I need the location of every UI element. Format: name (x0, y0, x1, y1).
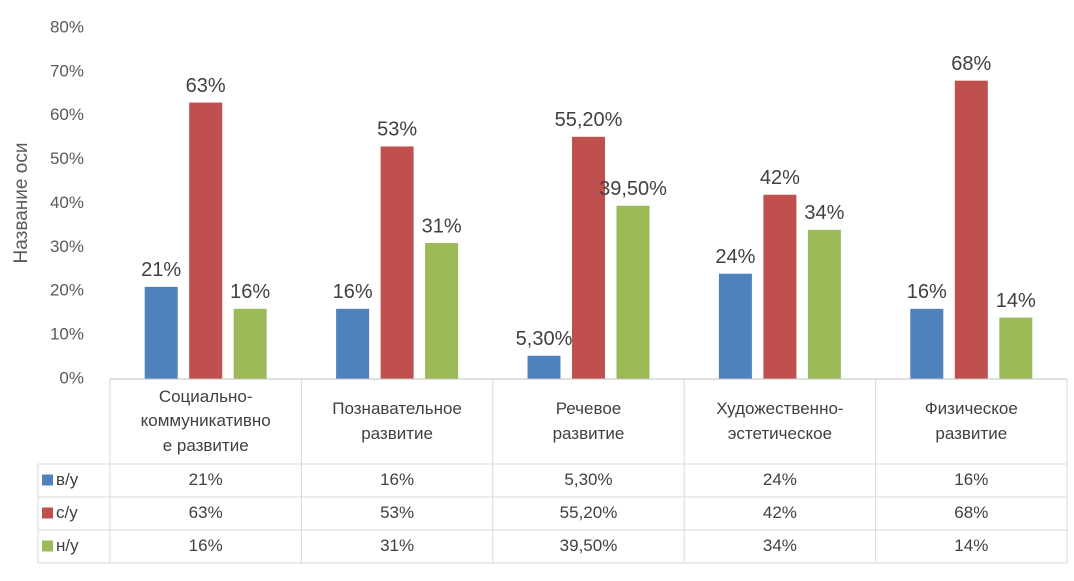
value-label: 5,30% (516, 328, 573, 350)
value-label: 24% (715, 246, 755, 268)
x-tick-label: Социально- коммуникативно е развитие (140, 386, 271, 455)
table-cell: 53% (380, 503, 414, 522)
table-cell: 42% (763, 503, 797, 522)
table-cell: 68% (954, 503, 988, 522)
legend-label: н/у (56, 536, 79, 555)
table-cell: 5,30% (564, 470, 612, 489)
bar (572, 136, 605, 379)
bar (380, 146, 414, 379)
bar (718, 273, 752, 379)
value-label: 53% (377, 119, 417, 141)
value-label: 16% (230, 281, 270, 303)
value-label: 34% (804, 202, 844, 224)
table-cell: 14% (954, 536, 988, 555)
value-label: 68% (951, 53, 991, 75)
x-tick-label: Художественно- эстетическое (716, 398, 844, 443)
y-tick-label: 10% (50, 325, 84, 344)
value-label: 55,20% (555, 109, 623, 131)
x-tick-label: Физическое развитие (924, 398, 1018, 443)
legend-key (42, 474, 53, 486)
bar (616, 205, 650, 379)
bar (763, 194, 797, 379)
table-cell: 24% (763, 470, 797, 489)
y-tick-label: 30% (50, 237, 84, 256)
x-tick-label: Познавательное развитие (332, 398, 462, 443)
bar (527, 355, 561, 379)
y-tick-label: 60% (50, 105, 84, 124)
legend-key (42, 540, 53, 552)
table-cell: 55,20% (560, 503, 618, 522)
x-tick-label: Речевое развитие (552, 398, 625, 443)
legend-key (42, 507, 53, 519)
bar (807, 229, 841, 379)
bar (425, 242, 459, 379)
table-cell: 21% (189, 470, 223, 489)
y-tick-label: 70% (50, 61, 84, 80)
table-cell: 16% (380, 470, 414, 489)
table-cell: 39,50% (560, 536, 618, 555)
y-tick-label: 0% (59, 368, 84, 387)
bar (336, 308, 370, 379)
table-cell: 63% (189, 503, 223, 522)
y-tick-label: 80% (50, 17, 84, 36)
bar (144, 286, 178, 379)
bar (954, 80, 988, 380)
value-label: 31% (422, 215, 462, 237)
bar (233, 308, 267, 379)
table-cell: 34% (763, 536, 797, 555)
value-label: 16% (333, 281, 373, 303)
value-label: 63% (186, 75, 226, 97)
y-tick-label: 50% (50, 149, 84, 168)
table-cell: 31% (380, 536, 414, 555)
table-cell: 16% (189, 536, 223, 555)
bar (999, 317, 1033, 379)
value-label: 14% (996, 290, 1036, 312)
value-label: 21% (141, 259, 181, 281)
table-cell: 16% (954, 470, 988, 489)
legend-label: в/у (56, 470, 79, 489)
y-tick-label: 40% (50, 193, 84, 212)
y-axis-label: Название оси (11, 143, 32, 264)
bar (910, 308, 944, 379)
bar (189, 102, 223, 380)
value-label: 16% (907, 281, 947, 303)
legend-label: с/у (56, 503, 78, 522)
y-tick-label: 20% (50, 281, 84, 300)
value-label: 42% (760, 167, 800, 189)
value-label: 39,50% (599, 178, 667, 200)
